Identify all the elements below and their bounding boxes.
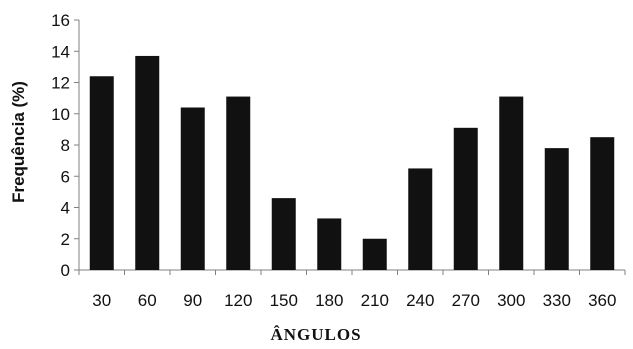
- y-tick-label: 10: [51, 105, 70, 124]
- x-tick-label: 300: [497, 291, 525, 310]
- x-tick-label: 120: [224, 291, 252, 310]
- x-axis-label: ÂNGULOS: [270, 325, 361, 344]
- x-tick-label: 30: [92, 291, 111, 310]
- bar-180: [317, 218, 342, 270]
- y-axis-label: Frequência (%): [9, 81, 28, 203]
- chart-axes: [74, 19, 626, 275]
- y-tick-label: 16: [51, 11, 70, 30]
- x-tick-label: 270: [452, 291, 480, 310]
- bar-300: [499, 96, 524, 270]
- y-tick-label: 12: [51, 74, 70, 93]
- y-tick-label: 14: [51, 42, 70, 61]
- bar-150: [271, 198, 296, 270]
- bar-360: [590, 137, 615, 270]
- x-tick-label: 90: [183, 291, 202, 310]
- y-tick-label: 6: [61, 167, 70, 186]
- chart-bars: [89, 55, 615, 270]
- bar-30: [89, 76, 114, 270]
- y-tick-label: 4: [61, 199, 70, 218]
- bar-270: [453, 127, 478, 270]
- x-tick-label: 150: [270, 291, 298, 310]
- x-tick-label: 60: [138, 291, 157, 310]
- bar-120: [226, 96, 251, 270]
- x-tick-label: 240: [406, 291, 434, 310]
- y-tick-label: 8: [61, 136, 70, 155]
- x-tick-label: 180: [315, 291, 343, 310]
- x-tick-label: 360: [588, 291, 616, 310]
- x-tick-labels: 30 60 90 120 150 180 210 240 270 300 330 360: [92, 291, 616, 310]
- bar-330: [544, 148, 569, 270]
- y-tick-label: 0: [61, 261, 70, 280]
- x-tick-label: 210: [361, 291, 389, 310]
- y-tick-labels: 0 2 4 6 8 10 12 14 16: [51, 11, 70, 280]
- bar-90: [180, 107, 205, 270]
- bar-210: [362, 238, 387, 270]
- bar-60: [135, 55, 160, 270]
- bar-240: [408, 168, 433, 270]
- y-tick-label: 2: [61, 230, 70, 249]
- x-tick-label: 330: [543, 291, 571, 310]
